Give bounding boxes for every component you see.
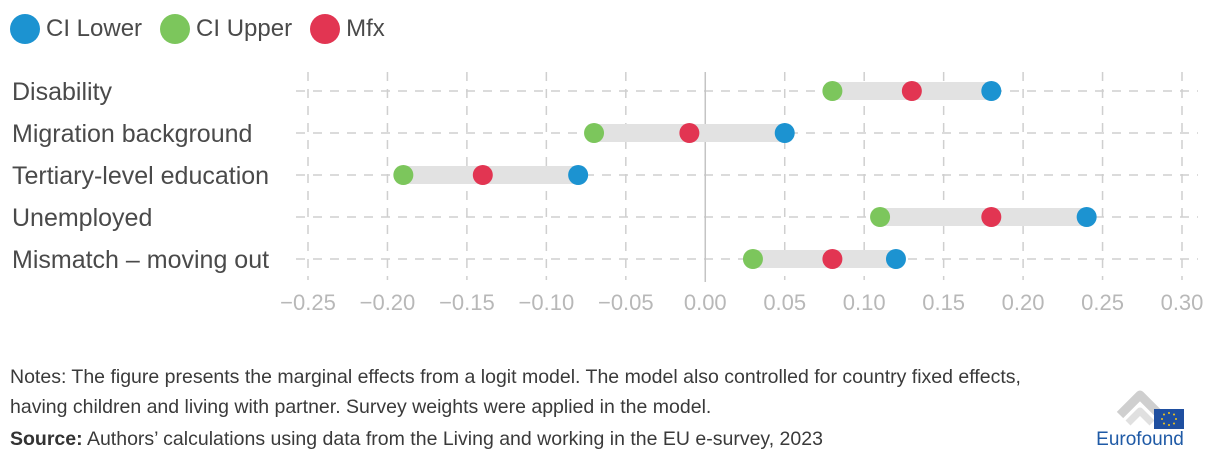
x-tick-label: 0.25	[1081, 290, 1124, 315]
point-mfx	[472, 165, 493, 185]
point-mfx	[901, 81, 922, 101]
point-ci-lower	[568, 165, 589, 185]
point-ci-lower	[981, 81, 1002, 101]
point-ci-upper	[822, 81, 843, 101]
legend-swatch	[10, 14, 40, 44]
x-tick-label: 0.00	[684, 290, 727, 315]
point-ci-upper	[742, 249, 763, 269]
source-text: Authors’ calculations using data from th…	[82, 428, 823, 450]
point-ci-lower	[774, 123, 795, 143]
x-tick-label: 0.05	[763, 290, 806, 315]
point-ci-upper	[393, 165, 414, 185]
category-label: Disability	[12, 78, 113, 106]
point-mfx	[822, 249, 843, 269]
chart-legend: CI Lower CI Upper Mfx	[10, 14, 385, 44]
x-tick-label: 0.15	[922, 290, 965, 315]
eurofound-logo: Eurofound	[1090, 385, 1190, 455]
x-tick-label: 0.30	[1161, 290, 1204, 315]
legend-label: CI Upper	[196, 15, 293, 42]
logo-text: Eurofound	[1096, 429, 1184, 450]
point-ci-upper	[584, 123, 605, 143]
legend-item-ci-lower: CI Lower	[10, 14, 142, 44]
category-label: Tertiary-level education	[12, 162, 269, 190]
point-ci-lower	[1076, 207, 1097, 227]
legend-label: Mfx	[346, 15, 385, 42]
point-ci-lower	[885, 249, 906, 269]
point-ci-upper	[870, 207, 891, 227]
x-tick-label: −0.25	[280, 290, 336, 315]
category-label: Migration background	[12, 120, 252, 148]
x-tick-label: −0.05	[598, 290, 654, 315]
x-tick-label: 0.10	[843, 290, 886, 315]
point-mfx	[981, 207, 1002, 227]
legend-swatch	[310, 14, 341, 44]
x-tick-label: −0.15	[439, 290, 495, 315]
legend-item-mfx: Mfx	[310, 14, 385, 44]
legend-swatch	[160, 14, 191, 44]
chart-source: Source: Authors’ calculations using data…	[10, 428, 823, 451]
dumbbell-chart: Disability Migration background Tertiary-l…	[12, 72, 1204, 315]
source-label: Source:	[10, 428, 83, 450]
category-label: Unemployed	[12, 204, 152, 232]
legend-label: CI Lower	[46, 15, 143, 42]
logo-icon	[1116, 390, 1184, 429]
legend-item-ci-upper: CI Upper	[160, 14, 292, 44]
x-tick-label: 0.20	[1002, 290, 1045, 315]
x-tick-label: −0.20	[360, 290, 416, 315]
category-label: Mismatch – moving out	[12, 246, 269, 274]
chart-notes: Notes: The figure presents the marginal …	[10, 366, 1021, 418]
point-mfx	[679, 123, 700, 143]
x-tick-label: −0.10	[519, 290, 575, 315]
